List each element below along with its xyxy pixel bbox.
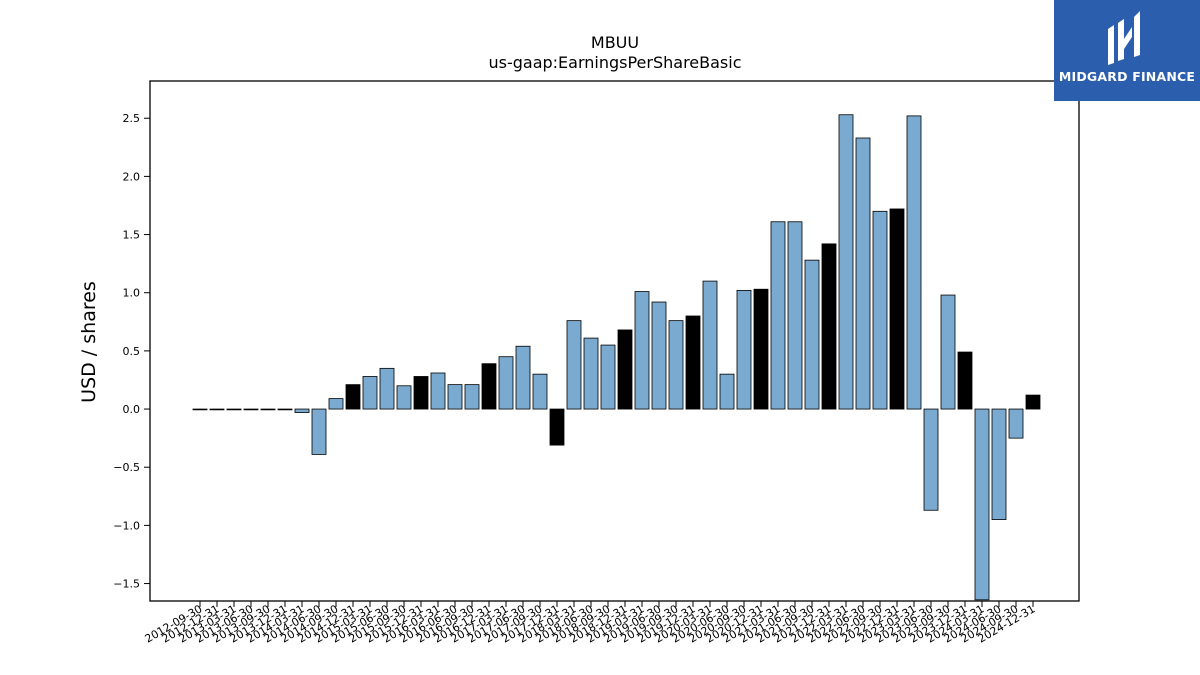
bar-2020-06-30 — [719, 373, 735, 410]
bar-2014-03-31 — [294, 408, 310, 413]
bar-2012-12-31 — [209, 408, 225, 411]
y-tick-label: 2.5 — [123, 112, 141, 125]
bar-2016-12-31 — [481, 363, 497, 410]
y-tick-label: 0.0 — [123, 403, 141, 416]
bar-2013-03-31 — [226, 408, 242, 411]
plot-frame — [149, 80, 1080, 602]
bar-2020-12-31 — [753, 288, 769, 410]
bar-2015-12-31 — [413, 376, 429, 410]
y-tick-label: −1.0 — [113, 519, 140, 532]
bar-2017-06-30 — [515, 345, 531, 410]
bar-2016-09-30 — [464, 384, 480, 410]
y-tick-label: −0.5 — [113, 461, 140, 474]
bar-2014-09-30 — [328, 398, 344, 410]
bar-2023-06-30 — [923, 408, 939, 511]
bar-2015-06-30 — [379, 367, 395, 410]
y-axis-label: USD / shares — [78, 281, 100, 403]
bar-2019-09-30 — [668, 320, 684, 410]
midgard-m-logo-icon — [1108, 11, 1140, 65]
bar-2022-12-31 — [889, 208, 905, 410]
y-tick-label: 1.5 — [123, 229, 141, 242]
bar-2016-06-30 — [447, 384, 463, 410]
bar-2023-12-31 — [957, 351, 973, 410]
bar-2024-12-31 — [1025, 394, 1041, 410]
brand-logo: MIDGARD FINANCE — [1054, 0, 1200, 101]
bar-2013-06-30 — [243, 408, 259, 411]
bar-2019-12-31 — [685, 315, 701, 410]
bar-2020-03-31 — [702, 280, 718, 410]
bar-2018-06-30 — [583, 337, 599, 410]
brand-name: MIDGARD FINANCE — [1058, 69, 1196, 84]
bar-2020-09-30 — [736, 289, 752, 410]
bar-2015-03-31 — [362, 376, 378, 410]
bar-2016-03-31 — [430, 372, 446, 410]
bar-2021-03-31 — [770, 221, 786, 410]
bar-2013-09-30 — [260, 408, 276, 411]
bar-2021-09-30 — [804, 259, 820, 410]
bar-2024-09-30 — [1008, 408, 1024, 439]
bars-layer — [192, 114, 1041, 601]
bar-2023-09-30 — [940, 294, 956, 410]
bar-2022-03-31 — [838, 114, 854, 410]
bar-2018-09-30 — [600, 344, 616, 410]
y-tick-label: 1.0 — [123, 287, 141, 300]
bar-2015-09-30 — [396, 385, 412, 410]
bar-2019-06-30 — [651, 301, 667, 410]
y-tick-label: 2.0 — [123, 170, 141, 183]
bar-2022-09-30 — [872, 210, 888, 410]
bar-2014-12-31 — [345, 384, 361, 410]
bar-2017-09-30 — [532, 373, 548, 410]
bar-2014-06-30 — [311, 408, 327, 455]
y-tick-label: 0.5 — [123, 345, 141, 358]
bar-2012-09-30 — [192, 408, 208, 411]
x-axis: 2012-09-302012-12-312013-03-312013-06-30… — [143, 601, 1038, 646]
chart-title: MBUU — [591, 33, 639, 52]
bar-2022-06-30 — [855, 137, 871, 410]
y-tick-label: −1.5 — [113, 578, 140, 591]
bar-2013-12-31 — [277, 408, 293, 411]
chart-subtitle: us-gaap:EarningsPerShareBasic — [488, 53, 741, 72]
bar-2021-06-30 — [787, 221, 803, 410]
bar-2019-03-31 — [634, 291, 650, 410]
bar-2024-06-30 — [991, 408, 1007, 520]
bar-2021-12-31 — [821, 243, 837, 410]
bar-2018-12-31 — [617, 329, 633, 410]
bar-2018-03-31 — [566, 320, 582, 410]
bar-2017-03-31 — [498, 356, 514, 410]
y-axis: −1.5 −1.0 −0.5 0.0 0.5 1.0 1.5 2.0 2.5 — [113, 112, 150, 591]
bar-2024-03-31 — [974, 408, 990, 601]
bar-2017-12-31 — [549, 408, 565, 446]
bar-2023-03-31 — [906, 115, 922, 410]
